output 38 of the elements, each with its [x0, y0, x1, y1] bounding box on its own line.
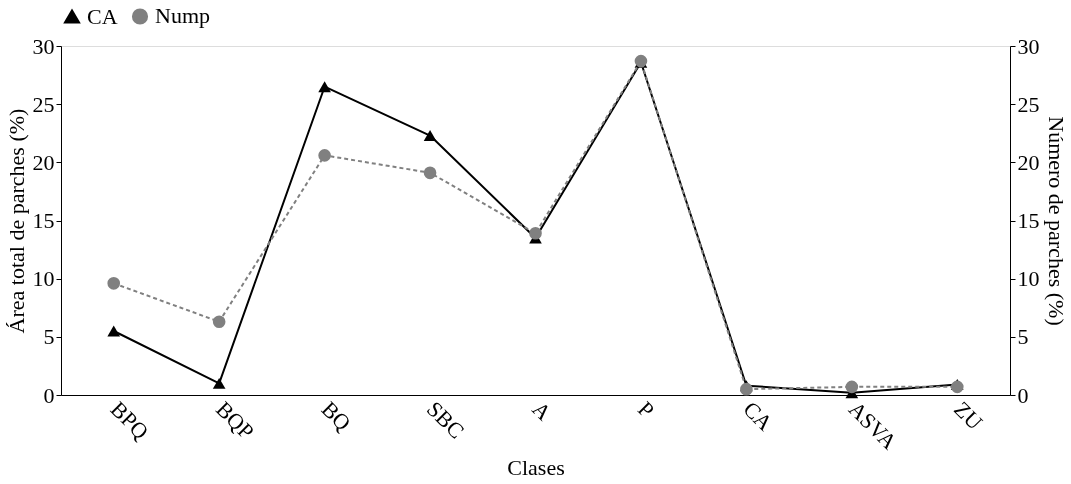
y2-tick-label: 0 — [1017, 382, 1029, 408]
point — [318, 81, 331, 93]
point — [423, 130, 437, 142]
x-tick-label: ZU — [949, 396, 988, 435]
point — [212, 315, 226, 329]
x-tick-label: BQP — [211, 396, 260, 445]
x-axis-title: Clases — [507, 454, 565, 480]
x-tick-label: P — [632, 396, 660, 423]
legend-label: CA — [87, 3, 118, 29]
y2-tick-label: 30 — [1017, 33, 1040, 59]
y2-tick-label: 15 — [1017, 208, 1040, 233]
y2-axis-title: Número de parches (%) — [1043, 116, 1069, 326]
y2-tick-label: 20 — [1017, 149, 1040, 175]
point — [212, 377, 226, 389]
point — [107, 277, 121, 290]
point — [529, 226, 542, 240]
y-tick-label: 5 — [43, 324, 55, 350]
legend-label: Nump — [155, 3, 210, 29]
y-tick-label: 15 — [32, 208, 55, 233]
point — [950, 380, 964, 394]
y-tick-label: 10 — [32, 266, 55, 292]
y-axis-title: Área total de parches (%) — [3, 108, 29, 334]
point — [107, 325, 121, 337]
point — [740, 382, 753, 396]
y2-tick-label: 25 — [1017, 91, 1040, 117]
y-tick-label: 30 — [32, 33, 55, 59]
x-tick-label: A — [527, 396, 557, 426]
point — [845, 380, 859, 394]
y2-tick-label: 10 — [1017, 266, 1040, 292]
point — [318, 149, 331, 162]
x-tick-label: SBC — [422, 396, 470, 444]
point — [423, 166, 437, 180]
x-tick-label: CA — [738, 396, 778, 436]
x-tick-label: BQ — [316, 396, 356, 436]
y2-tick-label: 5 — [1017, 324, 1029, 350]
y-tick-label: 20 — [32, 149, 55, 175]
y-tick-label: 0 — [43, 382, 55, 408]
y-tick-label: 25 — [32, 91, 55, 117]
